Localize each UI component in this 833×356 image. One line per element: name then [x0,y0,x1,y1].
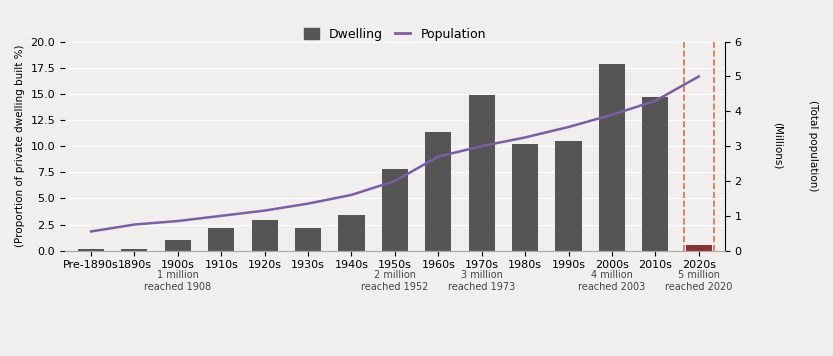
Text: 5 million
reached 2020: 5 million reached 2020 [665,271,732,292]
Bar [642,97,668,251]
Text: (Millions): (Millions) [772,122,782,170]
Bar [469,95,495,251]
Bar [382,169,408,251]
Bar [599,64,625,251]
Bar [208,227,234,251]
Bar [512,144,538,251]
Text: 3 million
reached 1973: 3 million reached 1973 [448,271,516,292]
Legend: Dwelling, Population: Dwelling, Population [299,23,491,46]
Bar [338,215,365,251]
Text: 1 million
reached 1908: 1 million reached 1908 [144,271,212,292]
Text: 4 million
reached 2003: 4 million reached 2003 [578,271,646,292]
Bar [165,240,191,251]
Bar [426,131,451,251]
Bar [686,245,711,251]
Bar [295,227,321,251]
Bar [78,249,104,251]
Bar [556,141,581,251]
Y-axis label: (Total population): (Total population) [808,100,818,192]
Bar [122,248,147,251]
Y-axis label: (Proportion of private dwelling built %): (Proportion of private dwelling built %) [15,45,25,247]
Text: 2 million
reached 1952: 2 million reached 1952 [362,271,429,292]
Bar [252,220,277,251]
